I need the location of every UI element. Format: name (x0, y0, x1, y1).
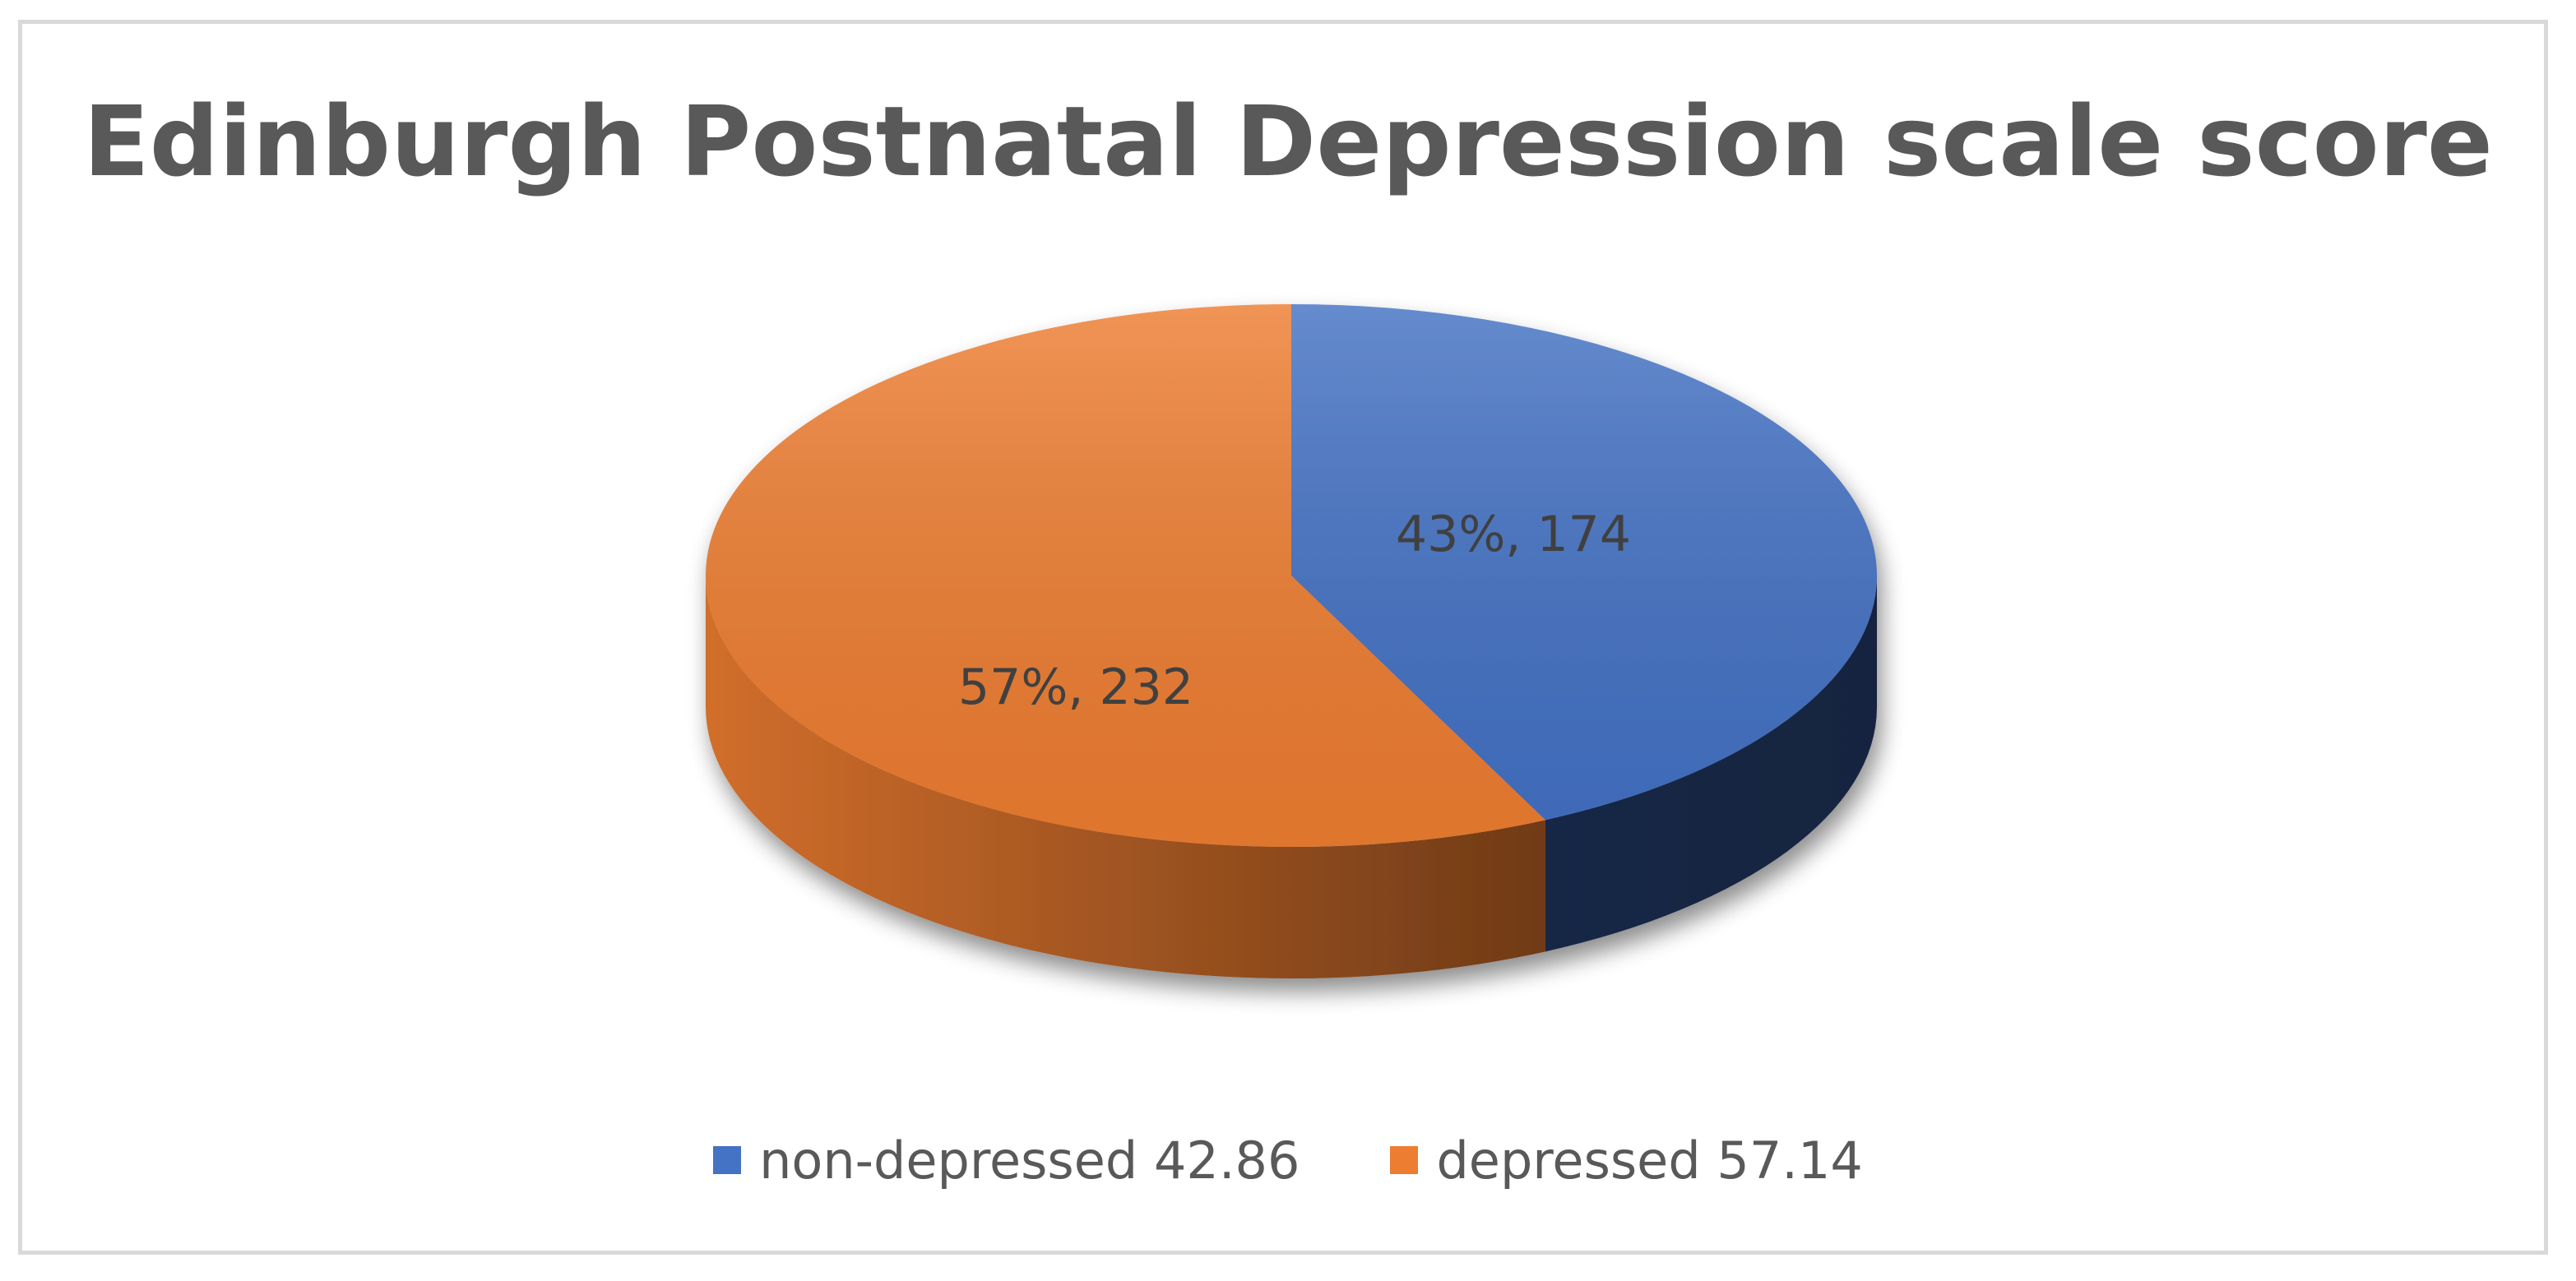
legend-swatch-0 (713, 1146, 742, 1174)
legend-label-1: depressed 57.14 (1436, 1130, 1863, 1191)
legend-item-1: depressed 57.14 (1390, 1130, 1863, 1191)
legend-item-0: non-depressed 42.86 (713, 1131, 1300, 1191)
chart-title: Edinburgh Postnatal Depression scale sco… (83, 85, 2493, 198)
pie-slice-gloss-0 (1291, 304, 1878, 821)
pie-side-0 (1545, 576, 1877, 952)
legend-label-0: non-depressed 42.86 (759, 1130, 1300, 1191)
data-label-0: 43%, 174 (1396, 506, 1631, 563)
pie-slice-gloss-1 (706, 304, 1545, 847)
legend: non-depressed 42.86 depressed 57.14 (0, 1123, 2576, 1197)
pie-side-1 (706, 576, 1545, 979)
legend-swatch-1 (1390, 1146, 1419, 1174)
data-label-1: 57%, 232 (958, 659, 1193, 716)
